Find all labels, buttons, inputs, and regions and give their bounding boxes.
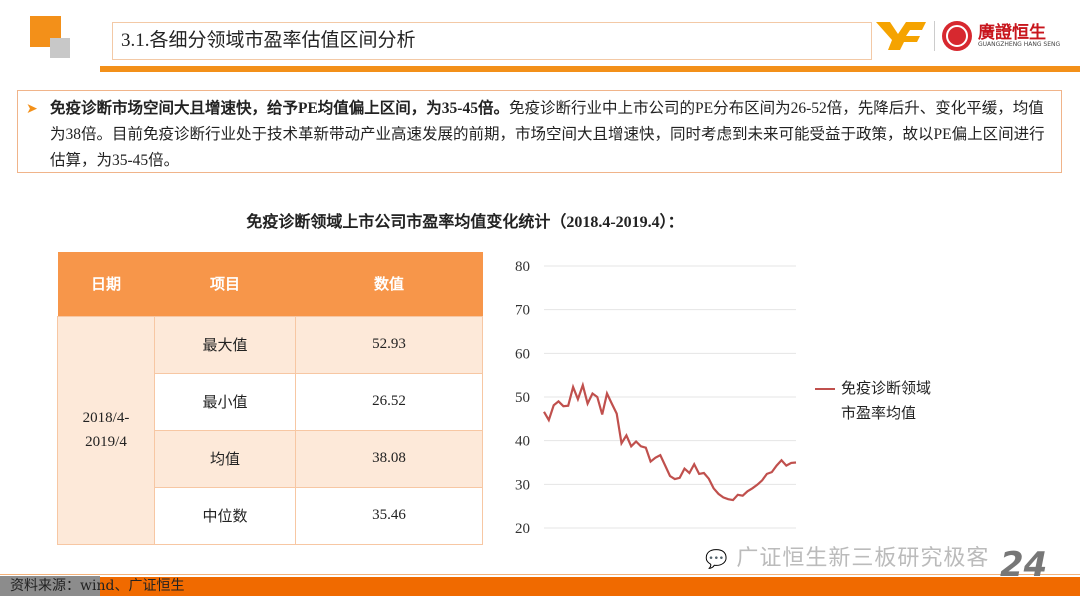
page-title: 3.1.各细分领域市盈率估值区间分析: [112, 22, 872, 60]
col-header-value: 数值: [295, 252, 483, 316]
logo-text: 廣證恒生: [978, 22, 1046, 43]
col-header-item: 项目: [154, 252, 296, 316]
table-row: 2018/4-2019/4 最大值 52.93: [57, 315, 483, 545]
y-tick-label: 40: [515, 434, 530, 450]
chart-title: 免疫诊断领域上市公司市盈率均值变化统计（2018.4-2019.4）：: [246, 214, 684, 231]
footer-gray-block: [0, 576, 100, 596]
value-cell: 52.93: [295, 315, 483, 374]
table-row: 最小值 26.52: [58, 372, 483, 431]
legend-label-line2: 市盈率均值: [841, 404, 917, 422]
y-tick-label: 80: [515, 259, 530, 275]
legend-swatch: [815, 388, 835, 390]
hang-seng-emblem-icon: [942, 21, 972, 51]
item-cell: 最小值: [154, 372, 296, 431]
logo-subtext: GUANGZHENG HANG SENG: [978, 40, 1061, 48]
y-tick-label: 20: [515, 521, 530, 537]
y-tick-label: 70: [515, 303, 530, 319]
value-cell: 26.52: [295, 372, 483, 431]
callout-body: 免疫诊断行业中上市公司的PE分布区间为26-52倍，先降后升、变化平缓，均值为3…: [50, 100, 1045, 169]
table-row: 均值 38.08: [58, 429, 483, 488]
col-header-date: 日期: [57, 252, 155, 316]
watermark: 💬 广证恒生新三板研究极客: [705, 546, 990, 571]
table-row: 中位数 35.46: [58, 486, 483, 545]
ye-logo-icon: [876, 22, 926, 50]
chart-legend: 免疫诊断领域 市盈率均值: [815, 376, 931, 426]
item-cell: 最大值: [154, 315, 296, 374]
source-note: 资料来源：wind、广证恒生: [10, 578, 185, 594]
item-cell: 均值: [154, 429, 296, 488]
item-cell: 中位数: [154, 486, 296, 545]
page-number: 24: [1000, 545, 1048, 585]
footer-bar: [100, 577, 1080, 596]
y-tick-label: 30: [515, 477, 530, 493]
y-tick-label: 50: [515, 390, 530, 406]
table-header-row: 日期 项目 数值: [57, 252, 483, 316]
legend-label-line1: 免疫诊断领域: [841, 379, 932, 397]
callout-highlight: 免疫诊断市场空间大且增速快，给予PE均值偏上区间，为35-45倍。: [50, 100, 509, 117]
gray-square-decoration: [50, 38, 70, 58]
y-tick-label: 60: [515, 346, 530, 362]
summary-callout: ➤ 免疫诊断市场空间大且增速快，给予PE均值偏上区间，为35-45倍。免疫诊断行…: [17, 90, 1062, 173]
series-line: [543, 381, 797, 502]
arrow-bullet-icon: ➤: [26, 102, 38, 117]
header-bar: [100, 66, 1080, 72]
footer-line: [0, 574, 1080, 575]
wechat-icon: 💬: [705, 549, 729, 570]
value-cell: 35.46: [295, 486, 483, 545]
date-cell: 2018/4-2019/4: [57, 315, 155, 545]
pe-line-chart: 80 70 60 50 40 30 20: [515, 259, 797, 537]
value-cell: 38.08: [295, 429, 483, 488]
company-logo: 廣證恒生 GUANGZHENG HANG SENG: [876, 16, 1076, 56]
pe-stats-table: 日期 项目 数值 2018/4-2019/4 最大值 52.93 最小值 26.…: [57, 252, 483, 545]
